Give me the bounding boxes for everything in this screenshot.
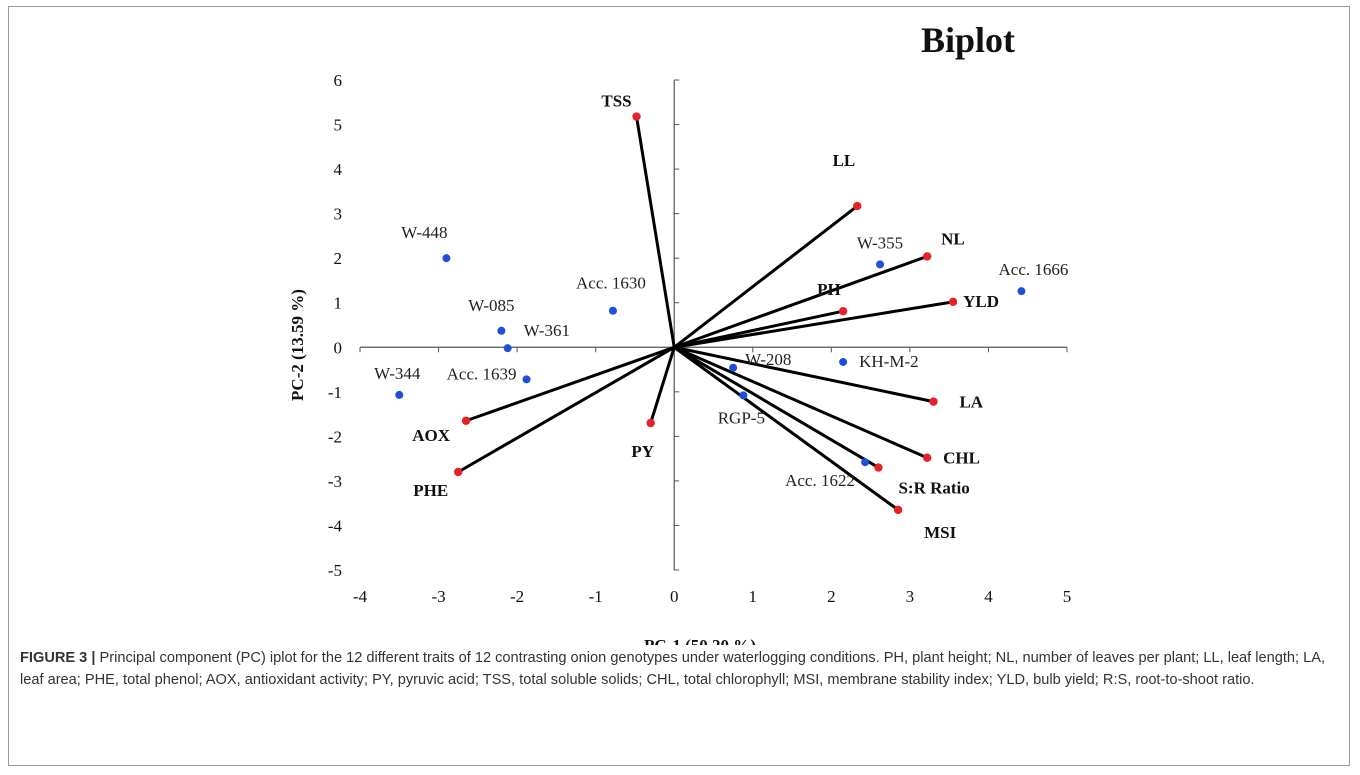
genotype-label: KH-M-2 — [859, 352, 919, 371]
genotype-point — [395, 390, 404, 399]
trait-label: PHE — [413, 481, 448, 500]
y-tick-label: 0 — [334, 338, 343, 357]
genotype-label: W-448 — [401, 223, 447, 242]
genotype-point — [522, 375, 531, 384]
trait-vectors — [457, 116, 954, 512]
trait-label: PY — [631, 442, 654, 461]
y-tick-label: -1 — [328, 383, 342, 402]
trait-vector — [673, 300, 954, 349]
genotype-label: W-085 — [468, 296, 514, 315]
genotype-point — [739, 391, 748, 400]
genotype-label: Acc. 1666 — [999, 260, 1069, 279]
trait-point — [632, 112, 641, 121]
genotype-label: W-344 — [374, 364, 421, 383]
trait-vector — [673, 345, 880, 469]
genotype-point — [608, 306, 617, 315]
x-tick-label: 3 — [906, 587, 915, 606]
genotype-point — [876, 260, 885, 269]
trait-point — [453, 467, 463, 477]
caption-separator: | — [91, 650, 96, 666]
trait-point — [893, 505, 903, 515]
trait-point — [948, 297, 958, 307]
points — [395, 112, 1026, 515]
x-tick-label: -1 — [589, 587, 603, 606]
trait-label: TSS — [601, 92, 631, 111]
trait-point — [646, 418, 655, 428]
x-axis-label: PC-1 (50.20 %) — [644, 636, 756, 645]
figure-frame — [8, 6, 1350, 766]
genotype-point — [442, 254, 451, 263]
trait-vector — [673, 345, 934, 404]
point-labels: W-448 W-085 W-361 Acc. 1630 W-344 Acc. 1639 W-… — [374, 92, 1068, 542]
y-tick-label: 4 — [334, 160, 343, 179]
y-tick-label: -3 — [328, 472, 342, 491]
genotype-label: W-361 — [524, 321, 570, 340]
trait-label: AOX — [412, 426, 451, 445]
y-tick-label: -2 — [328, 427, 342, 446]
trait-vector — [673, 204, 859, 349]
trait-vector — [457, 345, 675, 474]
y-tick-label: 2 — [334, 249, 343, 268]
genotype-point — [861, 458, 870, 467]
genotype-point — [1017, 287, 1026, 296]
x-tick-label: 5 — [1063, 587, 1072, 606]
caption-text: Principal component (PC) iplot for the 1… — [20, 650, 1326, 688]
genotype-point — [503, 344, 512, 353]
figure-caption: FIGURE 3 | Principal component (PC) iplo… — [20, 648, 1340, 691]
y-axis-label: PC-2 (13.59 %) — [288, 289, 307, 401]
y-tick-label: 1 — [334, 294, 343, 313]
y-tick-label: 5 — [334, 116, 343, 135]
trait-label: MSI — [924, 523, 957, 542]
y-tick-label: -4 — [328, 516, 343, 535]
trait-label: CHL — [943, 449, 980, 468]
trait-label: YLD — [963, 292, 999, 311]
trait-vector — [673, 345, 928, 460]
caption-label: FIGURE 3 — [20, 650, 88, 666]
y-tick-label: -5 — [328, 561, 342, 580]
genotype-label: RGP-5 — [718, 408, 765, 427]
x-tick-label: -3 — [431, 587, 445, 606]
x-ticks: -4 -3 -2 -1 0 1 2 3 4 5 — [353, 347, 1071, 606]
x-tick-label: 0 — [670, 587, 679, 606]
genotype-label: W-208 — [745, 350, 791, 369]
y-ticks: -5 -4 -3 -2 -1 0 1 2 3 4 5 6 — [328, 71, 680, 580]
trait-label: NL — [941, 229, 965, 248]
trait-label: LL — [833, 151, 856, 170]
trait-label: PH — [817, 280, 841, 299]
trait-point — [838, 306, 848, 316]
chart-title: Biplot — [921, 20, 1015, 60]
genotype-point — [729, 363, 738, 372]
trait-point — [874, 463, 883, 472]
trait-point — [929, 397, 938, 406]
genotype-label: Acc. 1622 — [785, 471, 855, 490]
trait-point — [922, 252, 932, 261]
biplot-chart: Biplot -4 -3 -2 -1 0 1 2 3 4 5 -5-4-3-2-10123456 … — [288, 20, 1071, 645]
trait-point — [461, 416, 471, 425]
y-tick-label: 3 — [334, 205, 343, 224]
genotype-label: Acc. 1630 — [576, 274, 646, 293]
x-tick-label: 4 — [984, 587, 993, 606]
x-tick-label: -4 — [353, 587, 368, 606]
trait-vector — [673, 346, 899, 512]
x-tick-label: 2 — [827, 587, 836, 606]
trait-vector — [465, 345, 675, 423]
genotype-point — [839, 357, 848, 366]
x-tick-label: -2 — [510, 587, 524, 606]
trait-vector — [673, 254, 928, 349]
trait-vector — [649, 346, 676, 424]
genotype-label: W-355 — [857, 233, 903, 252]
genotype-label: Acc. 1639 — [447, 364, 517, 383]
axes — [360, 80, 1067, 570]
genotype-point — [497, 326, 506, 335]
trait-point — [922, 453, 932, 462]
trait-vector — [635, 116, 676, 348]
x-tick-label: 1 — [749, 587, 758, 606]
trait-label: LA — [959, 393, 983, 412]
y-tick-label: 6 — [334, 71, 343, 90]
trait-label: S:R Ratio — [898, 479, 969, 498]
trait-point — [853, 201, 862, 211]
